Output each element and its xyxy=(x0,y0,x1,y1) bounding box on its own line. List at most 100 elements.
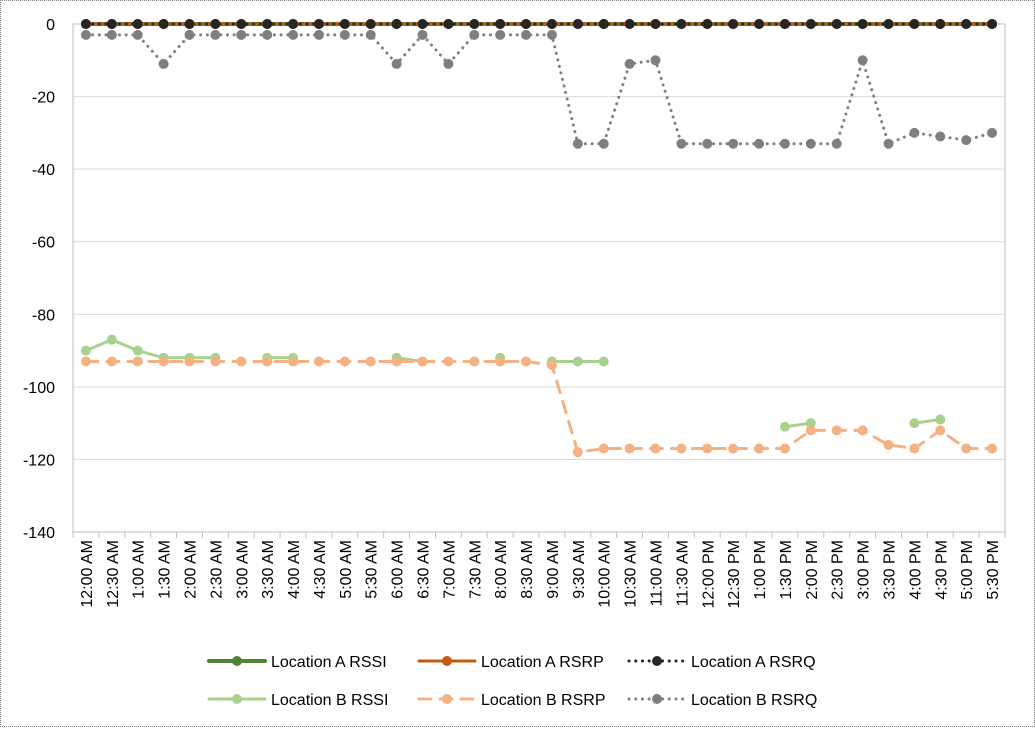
data-point-location-a-rsrq xyxy=(80,19,91,29)
data-point-location-a-rsrq xyxy=(857,19,868,29)
data-point-location-a-rsrq xyxy=(391,19,402,29)
data-point-location-b-rssi xyxy=(106,334,117,345)
data-point-location-b-rsrq xyxy=(909,127,920,138)
data-point-location-b-rsrq xyxy=(521,29,532,40)
series-location-b-rsrq xyxy=(80,29,998,149)
data-point-location-b-rsrp xyxy=(365,356,376,367)
x-tick-label: 11:00 AM xyxy=(649,540,666,606)
y-tick-label: -120 xyxy=(23,452,55,469)
data-point-location-b-rssi xyxy=(805,418,816,429)
data-point-location-b-rssi xyxy=(572,356,583,367)
legend-swatch-marker xyxy=(232,694,242,704)
x-tick-label: 9:00 AM xyxy=(545,540,562,599)
data-point-location-b-rsrp xyxy=(132,356,143,367)
data-point-location-b-rsrq xyxy=(417,29,428,40)
x-tick-label: 3:00 AM xyxy=(234,540,251,599)
x-tick-label: 8:00 AM xyxy=(493,540,510,599)
legend-item: Location B RSRQ xyxy=(627,692,817,709)
legend-swatch-marker xyxy=(652,694,662,704)
data-point-location-b-rsrq xyxy=(262,29,273,40)
x-tick-label: 7:00 AM xyxy=(441,540,458,599)
x-tick-label: 1:00 PM xyxy=(752,540,769,600)
legend-item: Location A RSRQ xyxy=(627,654,816,671)
x-tick-label: 12:00 PM xyxy=(700,540,717,608)
data-point-location-b-rsrq xyxy=(728,138,739,149)
y-tick-label: -140 xyxy=(23,525,55,542)
data-point-location-b-rsrp xyxy=(572,447,583,458)
data-point-location-a-rsrq xyxy=(469,19,480,29)
data-point-location-a-rsrq xyxy=(702,19,713,29)
data-point-location-a-rsrq xyxy=(158,19,169,29)
data-point-location-b-rsrq xyxy=(184,29,195,40)
legend-swatch-marker xyxy=(652,656,662,666)
data-point-location-a-rsrq xyxy=(443,19,454,29)
data-point-location-b-rsrq xyxy=(443,58,454,69)
legend-label: Location A RSRP xyxy=(481,654,604,671)
data-point-location-a-rsrq xyxy=(417,19,428,29)
data-point-location-a-rsrq xyxy=(676,19,687,29)
series-location-a-rsrq xyxy=(80,19,998,29)
data-point-location-b-rssi xyxy=(909,418,920,429)
series-line-location-b-rsrq xyxy=(84,33,994,146)
data-point-location-b-rsrp xyxy=(728,443,739,454)
x-tick-label: 10:00 AM xyxy=(597,540,614,608)
series-location-b-rsrp xyxy=(80,356,998,458)
data-point-location-b-rsrq xyxy=(935,131,946,142)
data-point-location-b-rsrq xyxy=(754,138,765,149)
data-point-location-b-rssi xyxy=(132,345,143,356)
data-point-location-b-rsrp xyxy=(521,356,532,367)
data-point-location-b-rsrq xyxy=(158,58,169,69)
data-point-location-b-rsrp xyxy=(598,443,609,454)
data-point-location-b-rssi xyxy=(779,421,790,432)
data-point-location-b-rsrp xyxy=(469,356,480,367)
data-point-location-a-rsrq xyxy=(546,19,557,29)
y-tick-label: -20 xyxy=(32,90,55,107)
x-tick-label: 6:00 AM xyxy=(390,540,407,599)
data-point-location-a-rsrq xyxy=(106,19,117,29)
x-tick-label: 3:30 PM xyxy=(882,540,899,600)
data-point-location-a-rsrq xyxy=(572,19,583,29)
data-point-location-a-rsrq xyxy=(754,19,765,29)
data-point-location-b-rsrq xyxy=(779,138,790,149)
data-point-location-b-rsrq xyxy=(391,58,402,69)
data-point-location-b-rsrq xyxy=(365,29,376,40)
y-axis: 0 -20 -40 -60 -80 -100 -120 -140 xyxy=(23,17,55,542)
data-point-location-a-rsrq xyxy=(288,19,299,29)
data-point-location-b-rsrq xyxy=(132,29,143,40)
data-point-location-a-rsrq xyxy=(210,19,221,29)
data-point-location-b-rsrp xyxy=(676,443,687,454)
data-point-location-b-rsrq xyxy=(857,55,868,66)
data-point-location-b-rsrp xyxy=(262,356,273,367)
x-tick-label: 1:30 AM xyxy=(157,540,174,599)
legend-label: Location B RSSI xyxy=(271,692,388,709)
x-tick-label: 1:30 PM xyxy=(778,540,795,600)
data-point-location-b-rsrq xyxy=(572,138,583,149)
legend-item: Location A RSRP xyxy=(417,654,604,671)
data-point-location-a-rsrq xyxy=(987,19,998,29)
x-tick-label: 9:30 AM xyxy=(571,540,588,599)
data-point-location-b-rsrp xyxy=(106,356,117,367)
legend-swatch-marker xyxy=(232,656,242,666)
x-tick-label: 4:00 PM xyxy=(907,540,924,600)
legend-label: Location A RSSI xyxy=(271,654,387,671)
x-tick-label: 5:00 PM xyxy=(959,540,976,600)
data-point-location-a-rsrq xyxy=(184,19,195,29)
y-tick-label: -40 xyxy=(32,162,55,179)
series-line-location-b-rsrp xyxy=(84,360,994,454)
data-point-location-b-rsrp xyxy=(754,443,765,454)
data-point-location-b-rsrp xyxy=(987,443,998,454)
x-tick-label: 12:00 AM xyxy=(79,540,96,608)
data-point-location-b-rsrp xyxy=(935,425,946,436)
series-line-location-b-rssi xyxy=(84,338,217,360)
data-point-location-b-rssi xyxy=(598,356,609,367)
x-tick-label: 4:00 AM xyxy=(286,540,303,599)
data-point-location-b-rsrq xyxy=(210,29,221,40)
data-point-location-a-rsrq xyxy=(805,19,816,29)
data-point-location-b-rsrp xyxy=(313,356,324,367)
x-tick-label: 2:00 AM xyxy=(183,540,200,599)
x-tick-label: 5:00 AM xyxy=(338,540,355,599)
data-point-location-b-rsrq xyxy=(339,29,350,40)
data-point-location-b-rsrp xyxy=(184,356,195,367)
